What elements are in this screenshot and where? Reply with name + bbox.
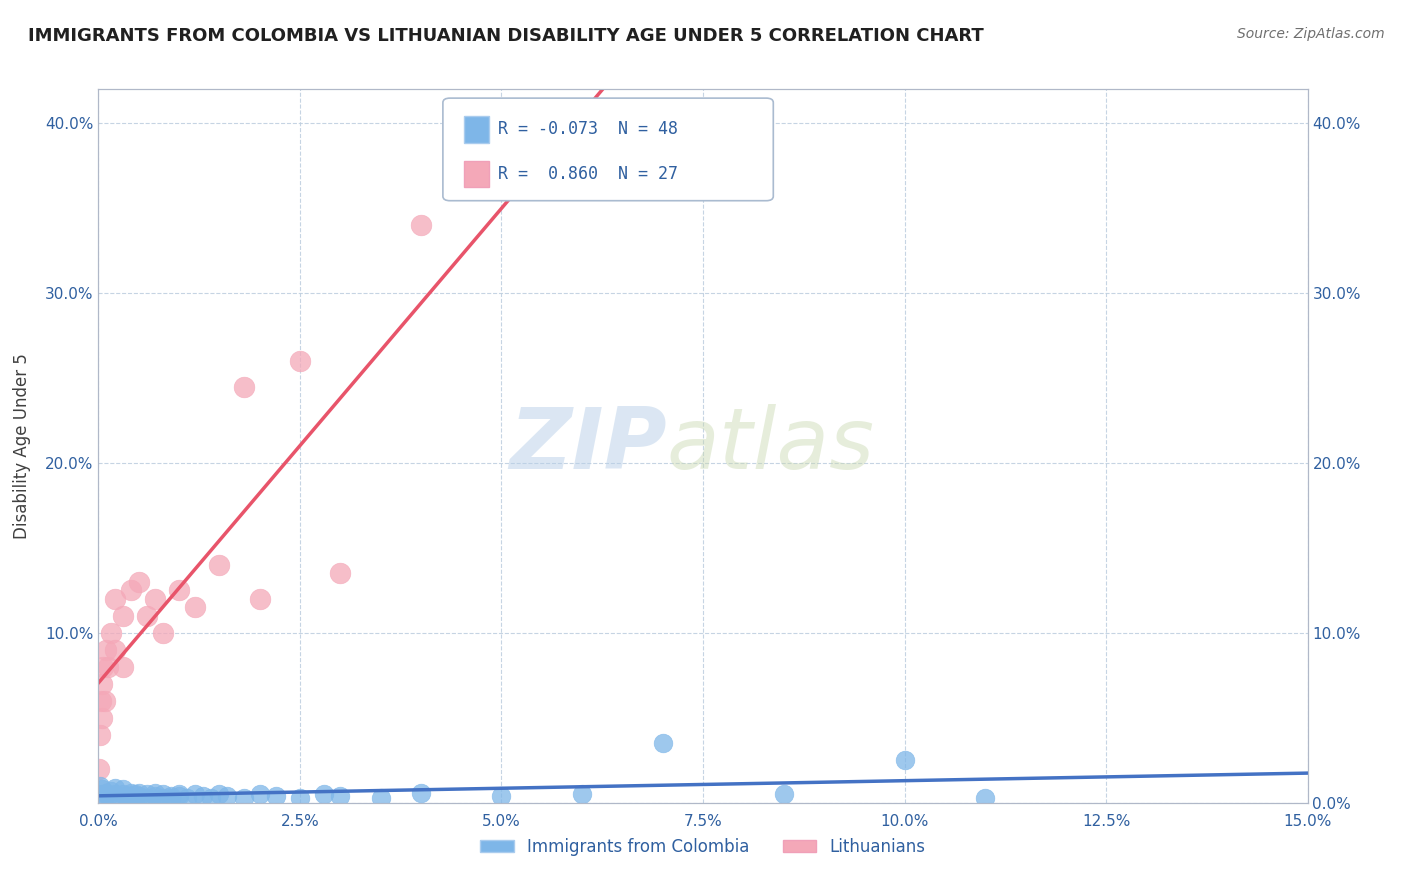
Point — [90, 711, 112, 725]
Point — [103, 591, 125, 606]
Point — [120, 583, 142, 598]
Point — [90, 787, 112, 801]
Point — [651, 736, 673, 750]
Text: R = -0.073  N = 48: R = -0.073 N = 48 — [498, 120, 678, 138]
Point — [264, 789, 287, 803]
Point — [103, 787, 125, 801]
Point — [111, 608, 134, 623]
Point — [124, 787, 146, 801]
Point — [93, 790, 115, 805]
Point — [135, 790, 157, 805]
Point — [208, 558, 231, 572]
Point — [120, 786, 142, 800]
Point — [893, 753, 915, 767]
Point — [370, 790, 392, 805]
Point — [128, 786, 150, 800]
Point — [152, 787, 174, 801]
Point — [111, 782, 134, 797]
Point — [103, 643, 125, 657]
Text: ZIP: ZIP — [509, 404, 666, 488]
Point — [152, 626, 174, 640]
Point — [96, 786, 118, 800]
Point — [409, 218, 432, 232]
Text: IMMIGRANTS FROM COLOMBIA VS LITHUANIAN DISABILITY AGE UNDER 5 CORRELATION CHART: IMMIGRANTS FROM COLOMBIA VS LITHUANIAN D… — [28, 27, 984, 45]
Point — [97, 660, 120, 674]
Point — [94, 694, 117, 708]
Y-axis label: Disability Age Under 5: Disability Age Under 5 — [13, 353, 31, 539]
Point — [329, 789, 352, 803]
Point — [167, 787, 190, 801]
Point — [107, 790, 129, 805]
Point — [111, 787, 134, 801]
Text: atlas: atlas — [666, 404, 875, 488]
Point — [91, 677, 114, 691]
Point — [89, 779, 111, 793]
Point — [96, 643, 118, 657]
Point — [491, 789, 513, 803]
Point — [103, 780, 125, 795]
Point — [143, 789, 166, 803]
Point — [167, 789, 190, 803]
Point — [208, 787, 231, 801]
Point — [193, 789, 215, 803]
Point — [91, 782, 114, 797]
Point — [135, 608, 157, 623]
Point — [232, 790, 254, 805]
Point — [135, 787, 157, 801]
Point — [232, 379, 254, 393]
Point — [167, 583, 190, 598]
Point — [89, 728, 111, 742]
Point — [571, 787, 593, 801]
Point — [249, 591, 271, 606]
Point — [120, 790, 142, 805]
Text: Source: ZipAtlas.com: Source: ZipAtlas.com — [1237, 27, 1385, 41]
Point — [128, 789, 150, 803]
Point — [89, 762, 111, 776]
Point — [772, 787, 794, 801]
Point — [152, 790, 174, 805]
Point — [217, 789, 239, 803]
Point — [143, 786, 166, 800]
Point — [128, 574, 150, 589]
Point — [111, 660, 134, 674]
Point — [176, 790, 198, 805]
Point — [160, 790, 183, 805]
Point — [100, 784, 122, 798]
Point — [288, 354, 311, 368]
Point — [97, 789, 120, 803]
Point — [974, 790, 997, 805]
Legend: Immigrants from Colombia, Lithuanians: Immigrants from Colombia, Lithuanians — [474, 831, 932, 863]
Point — [90, 694, 112, 708]
Point — [100, 626, 122, 640]
Point — [184, 600, 207, 615]
Text: R =  0.860  N = 27: R = 0.860 N = 27 — [498, 165, 678, 183]
Point — [288, 790, 311, 805]
Point — [314, 787, 336, 801]
Point — [249, 787, 271, 801]
Point — [184, 787, 207, 801]
Point — [91, 660, 114, 674]
Point — [409, 786, 432, 800]
Point — [200, 790, 222, 805]
Point — [115, 789, 138, 803]
Point — [329, 566, 352, 581]
Point — [160, 789, 183, 803]
Point — [143, 591, 166, 606]
